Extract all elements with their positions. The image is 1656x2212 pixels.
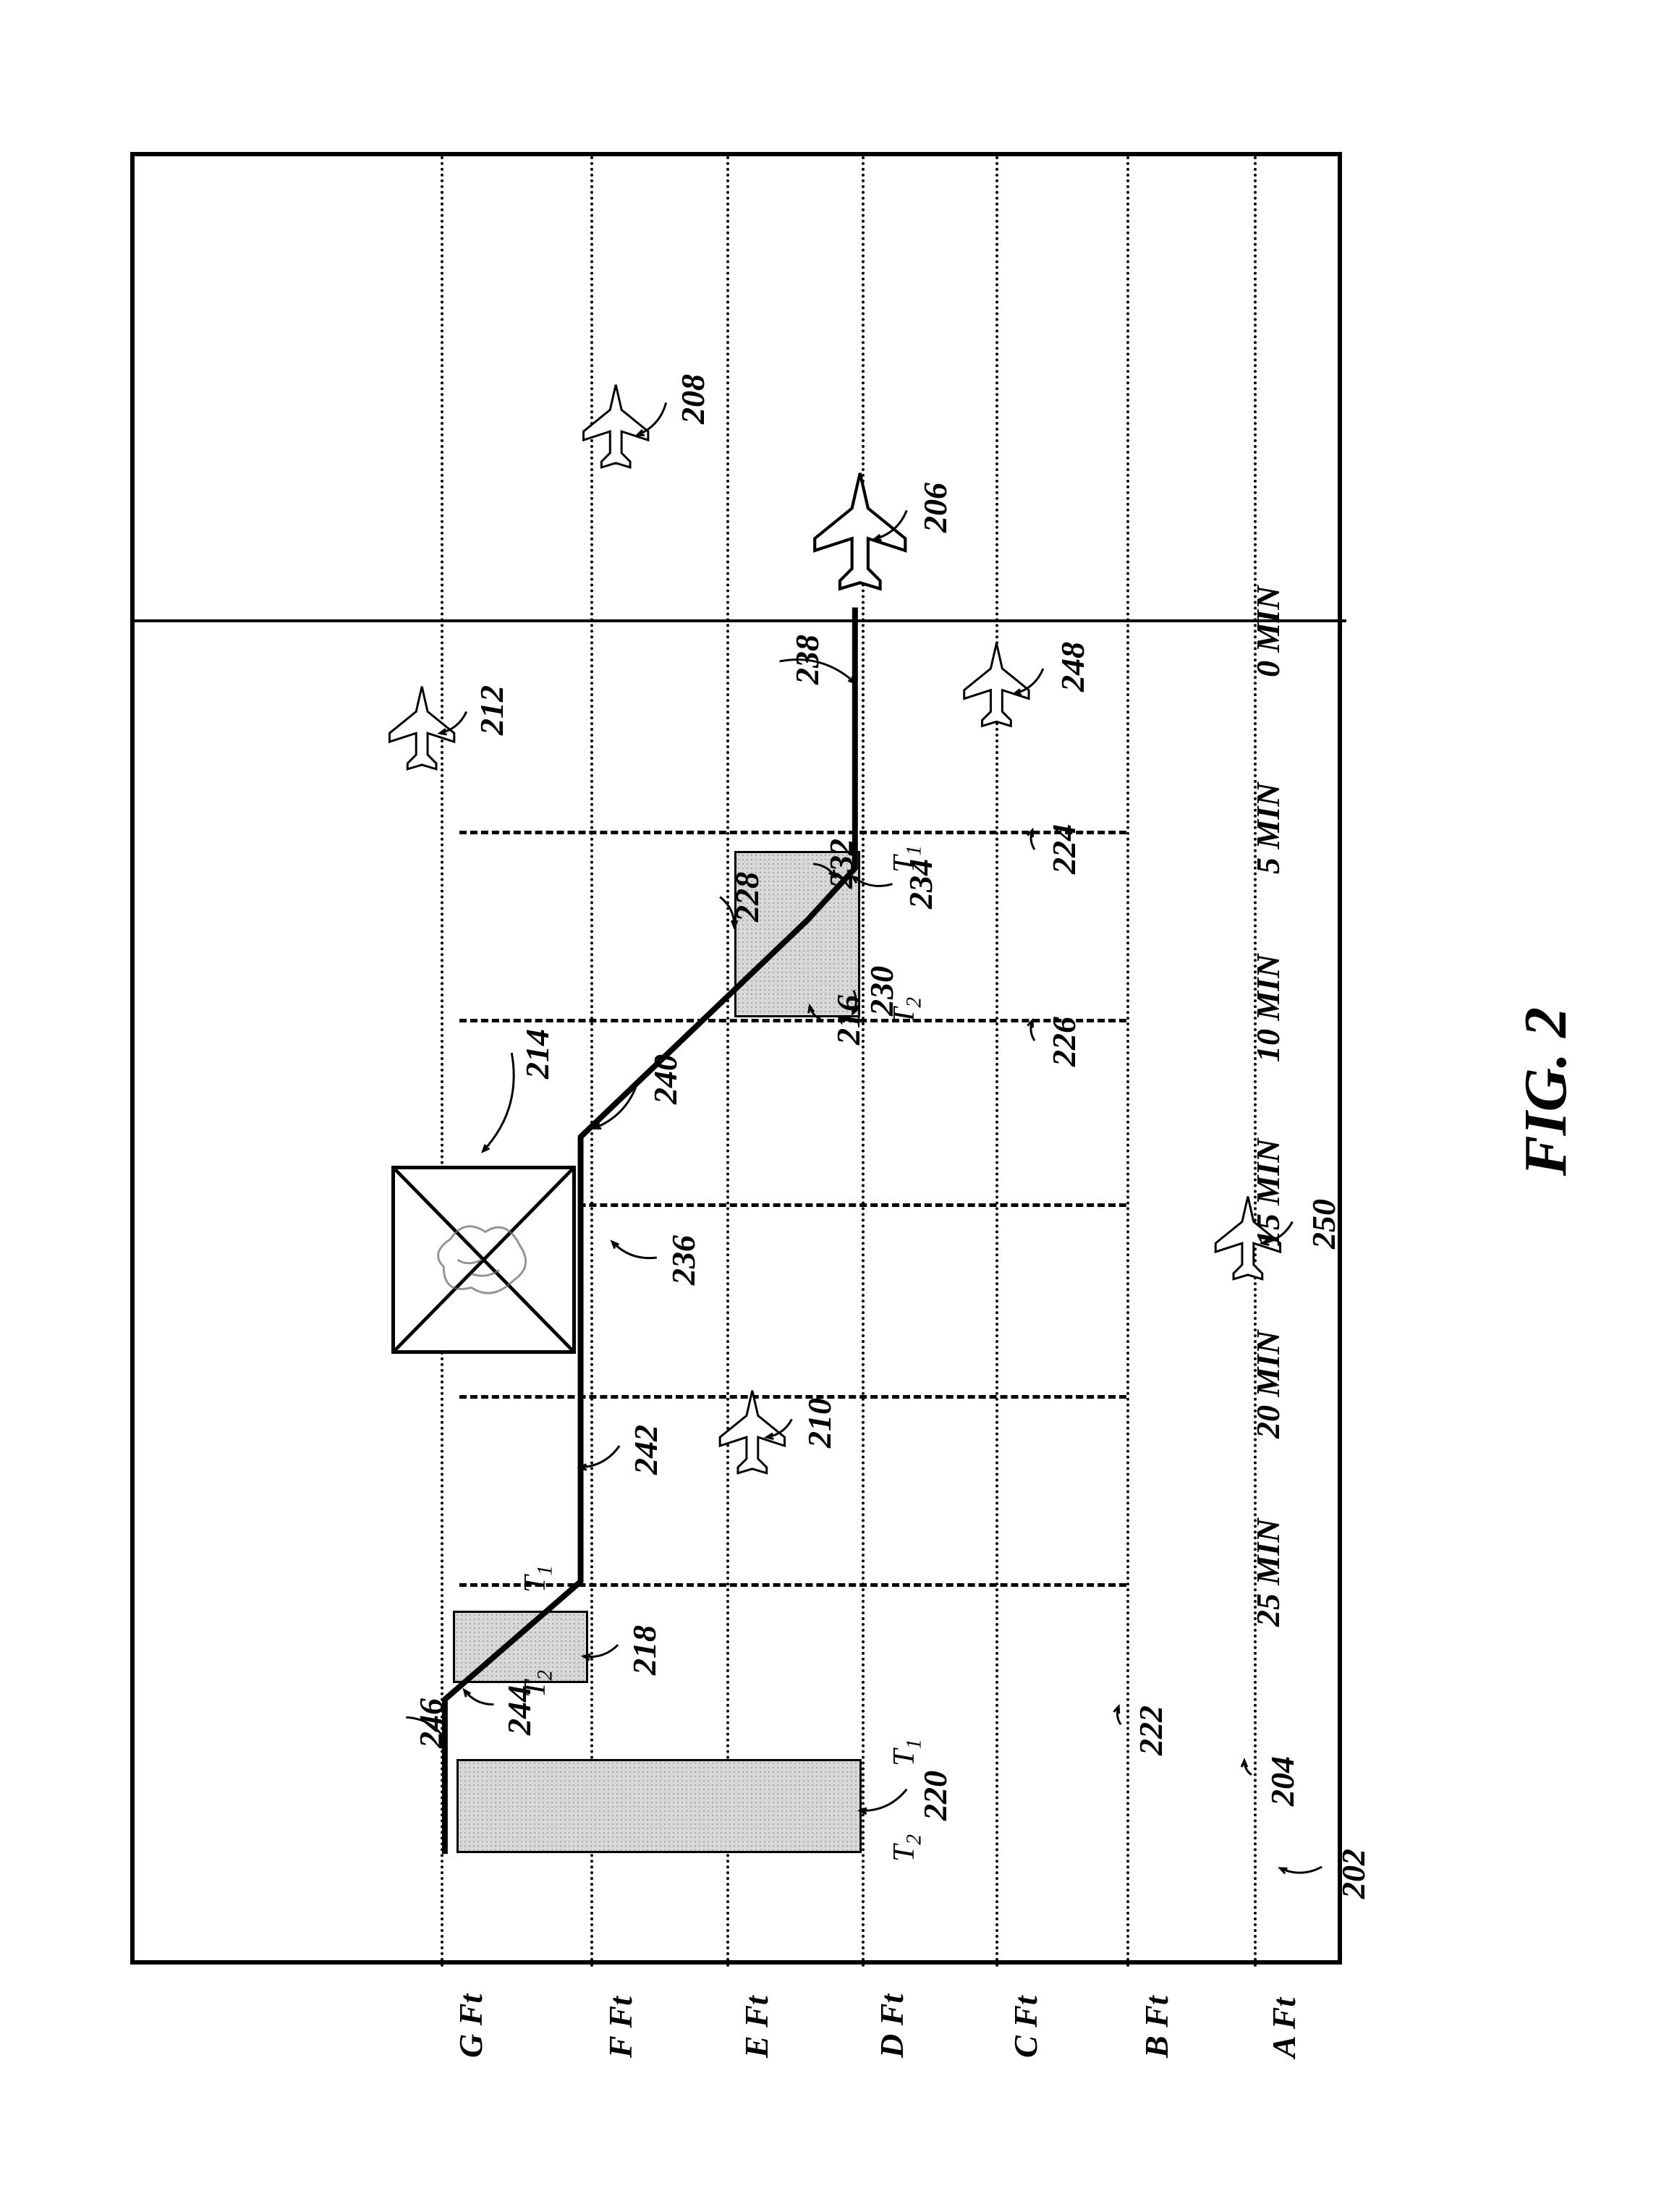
reference-number: 208 — [674, 374, 712, 424]
time-label: 25 MIN — [1249, 1518, 1287, 1627]
time-label: 5 MIN — [1249, 782, 1287, 874]
reference-number: 240 — [646, 1054, 684, 1104]
altitude-label: E Ft — [737, 1996, 776, 2058]
reference-number: 202 — [1334, 1849, 1372, 1899]
leader-arrow — [580, 1446, 620, 1470]
reference-number: 204 — [1263, 1756, 1302, 1806]
leader-arrow — [1027, 1020, 1035, 1041]
reference-number: 228 — [728, 872, 766, 922]
altitude-label: A Ft — [1265, 1998, 1303, 2058]
reference-number: 226 — [1045, 1017, 1083, 1067]
reference-number: 246 — [412, 1698, 450, 1748]
reference-number: 234 — [901, 859, 940, 909]
reference-number: 210 — [800, 1398, 838, 1448]
time-window-label: T2 — [887, 1834, 926, 1862]
chart-frame: T1T2T1T2T1T2 A FtB FtC FtD FtE FtF FtG F… — [130, 152, 1342, 1965]
altitude-label: G Ft — [451, 1994, 490, 2058]
reference-number: 224 — [1045, 824, 1083, 874]
leader-arrow — [809, 1007, 821, 1020]
chart-overlay — [135, 156, 1338, 1960]
reference-number: 214 — [518, 1029, 556, 1079]
leader-arrow — [860, 1789, 907, 1814]
reference-number: 248 — [1053, 642, 1092, 692]
time-window-label: T1 — [518, 1565, 557, 1593]
leader-arrow — [637, 403, 666, 436]
reference-number: 238 — [788, 635, 826, 685]
reference-number: 222 — [1131, 1705, 1170, 1755]
time-window-label: T1 — [887, 1739, 926, 1766]
leader-arrow — [483, 1053, 514, 1151]
altitude-label: F Ft — [601, 1996, 640, 2058]
reference-number: 242 — [627, 1425, 665, 1475]
reference-number: 250 — [1304, 1199, 1343, 1249]
reference-number: 206 — [916, 483, 954, 533]
altitude-label: B Ft — [1137, 1996, 1176, 2058]
altitude-label: C Ft — [1006, 1996, 1045, 2058]
figure-caption: FIG. 2 — [1511, 1007, 1581, 1176]
time-label: 0 MIN — [1249, 585, 1287, 677]
reference-number: 218 — [625, 1625, 663, 1675]
leader-arrow — [1281, 1867, 1322, 1873]
leader-arrow — [1027, 830, 1035, 849]
time-label: 15 MIN — [1249, 1138, 1287, 1247]
reference-number: 236 — [664, 1235, 702, 1285]
reference-number: 244 — [500, 1685, 538, 1735]
leader-arrow — [584, 1645, 619, 1660]
reference-number: 232 — [822, 839, 860, 889]
aircraft-icon — [964, 643, 1029, 726]
aircraft-icon — [720, 1391, 784, 1473]
time-label: 10 MIN — [1249, 954, 1287, 1062]
time-label: 20 MIN — [1249, 1330, 1287, 1438]
reference-number: 212 — [472, 685, 511, 735]
leader-arrow — [464, 1690, 494, 1705]
leader-arrow — [1113, 1707, 1121, 1725]
aircraft-icon — [389, 687, 454, 769]
aircraft-icon — [584, 385, 648, 467]
leader-arrow — [612, 1242, 657, 1258]
reference-number: 230 — [862, 966, 901, 1016]
altitude-label: D Ft — [872, 1994, 911, 2058]
reference-number: 220 — [916, 1771, 954, 1821]
leader-arrow — [1241, 1760, 1252, 1775]
